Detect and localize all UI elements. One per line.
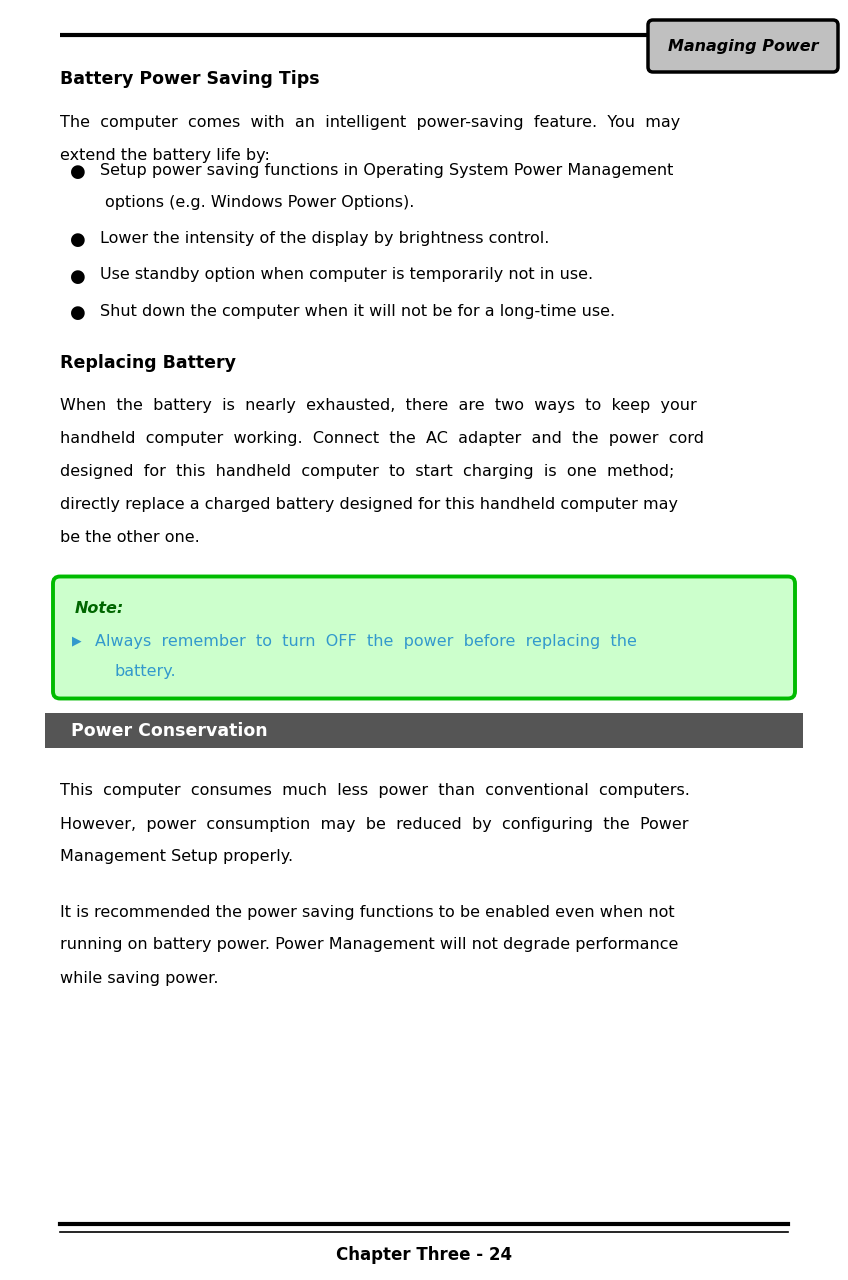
Text: Power Conservation: Power Conservation xyxy=(65,722,268,740)
Text: designed  for  this  handheld  computer  to  start  charging  is  one  method;: designed for this handheld computer to s… xyxy=(60,465,674,480)
Text: ●: ● xyxy=(70,230,86,250)
Text: options (e.g. Windows Power Options).: options (e.g. Windows Power Options). xyxy=(105,195,415,210)
Text: Managing Power: Managing Power xyxy=(667,38,818,54)
Text: be the other one.: be the other one. xyxy=(60,530,200,545)
Text: while saving power.: while saving power. xyxy=(60,970,219,986)
Text: However,  power  consumption  may  be  reduced  by  configuring  the  Power: However, power consumption may be reduce… xyxy=(60,817,689,832)
Text: Battery Power Saving Tips: Battery Power Saving Tips xyxy=(60,70,320,88)
Text: Management Setup properly.: Management Setup properly. xyxy=(60,850,293,864)
Text: It is recommended the power saving functions to be enabled even when not: It is recommended the power saving funct… xyxy=(60,905,675,919)
Text: handheld  computer  working.  Connect  the  AC  adapter  and  the  power  cord: handheld computer working. Connect the A… xyxy=(60,431,704,447)
Text: This  computer  consumes  much  less  power  than  conventional  computers.: This computer consumes much less power t… xyxy=(60,783,690,799)
FancyBboxPatch shape xyxy=(53,576,795,699)
Text: ●: ● xyxy=(70,268,86,285)
Bar xyxy=(45,713,803,749)
Text: When  the  battery  is  nearly  exhausted,  there  are  two  ways  to  keep  you: When the battery is nearly exhausted, th… xyxy=(60,398,697,413)
Text: battery.: battery. xyxy=(115,664,176,680)
Text: Always  remember  to  turn  OFF  the  power  before  replacing  the: Always remember to turn OFF the power be… xyxy=(95,635,637,649)
Text: ●: ● xyxy=(70,163,86,180)
Text: ▶: ▶ xyxy=(72,635,81,648)
Text: Shut down the computer when it will not be for a long-time use.: Shut down the computer when it will not … xyxy=(100,303,615,319)
Text: ●: ● xyxy=(70,303,86,323)
Text: Use standby option when computer is temporarily not in use.: Use standby option when computer is temp… xyxy=(100,268,593,283)
Text: extend the battery life by:: extend the battery life by: xyxy=(60,148,270,163)
Text: Replacing Battery: Replacing Battery xyxy=(60,353,236,371)
Text: directly replace a charged battery designed for this handheld computer may: directly replace a charged battery desig… xyxy=(60,498,678,512)
Text: running on battery power. Power Management will not degrade performance: running on battery power. Power Manageme… xyxy=(60,937,678,952)
FancyBboxPatch shape xyxy=(648,20,838,72)
Text: The  computer  comes  with  an  intelligent  power-saving  feature.  You  may: The computer comes with an intelligent p… xyxy=(60,115,680,131)
Text: Note:: Note: xyxy=(75,602,125,617)
Text: Chapter Three - 24: Chapter Three - 24 xyxy=(336,1245,512,1265)
Text: Setup power saving functions in Operating System Power Management: Setup power saving functions in Operatin… xyxy=(100,163,673,178)
Text: Lower the intensity of the display by brightness control.: Lower the intensity of the display by br… xyxy=(100,230,550,246)
